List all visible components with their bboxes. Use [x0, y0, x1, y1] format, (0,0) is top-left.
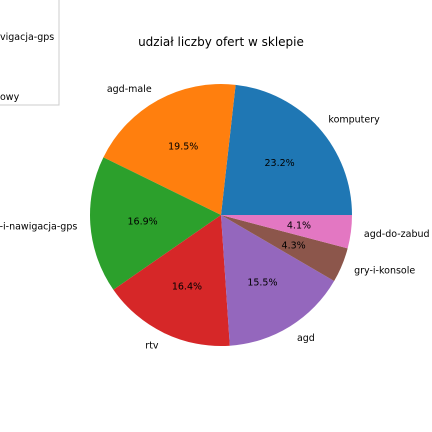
- legend-entry: vigacja-gps: [0, 32, 54, 43]
- pie-slice-rtv: [113, 215, 230, 346]
- pie-slices: [89, 84, 352, 346]
- pie-category-label: agd-do-zabud: [364, 229, 430, 240]
- pie-slice-gry-i-konsole: [221, 215, 348, 282]
- chart-title: udział liczby ofert w sklepie: [138, 35, 304, 49]
- pie-pct-label: 4.3%: [282, 241, 306, 252]
- pie-category-label: gps-i-nawigacja-gps: [0, 221, 77, 232]
- pie-pct-label: 19.5%: [168, 142, 198, 153]
- pie-pct-label: 16.4%: [172, 281, 202, 292]
- pie-slice-komputery: [221, 84, 352, 215]
- pie-slice-agd-male: [103, 84, 236, 215]
- pie-pct-label: 16.9%: [128, 216, 158, 227]
- pie-pct-label: 15.5%: [247, 277, 277, 288]
- legend-entry: owy: [0, 92, 20, 103]
- pie-labels: 23.2% komputery 19.5% agd-male 16.9% gps-i-na…: [0, 84, 430, 351]
- pie-pct-label: 4.1%: [287, 221, 311, 232]
- pie-slice-agd-do-zabud: [221, 215, 352, 249]
- pie-category-label: agd: [297, 333, 315, 344]
- pie-pct-label: 23.2%: [264, 158, 294, 169]
- legend-box: [0, 0, 60, 106]
- pie-category-label: komputery: [328, 114, 380, 125]
- pie-slice-agd: [221, 215, 335, 346]
- pie-slice-gps-i-nawigacja-gps: [89, 157, 221, 290]
- pie-category-label: rtv: [145, 340, 159, 351]
- pie-category-label: gry-i-konsole: [354, 266, 415, 277]
- pie-category-label: agd-male: [107, 84, 152, 95]
- legend: vigacja-gps owy: [0, 0, 60, 106]
